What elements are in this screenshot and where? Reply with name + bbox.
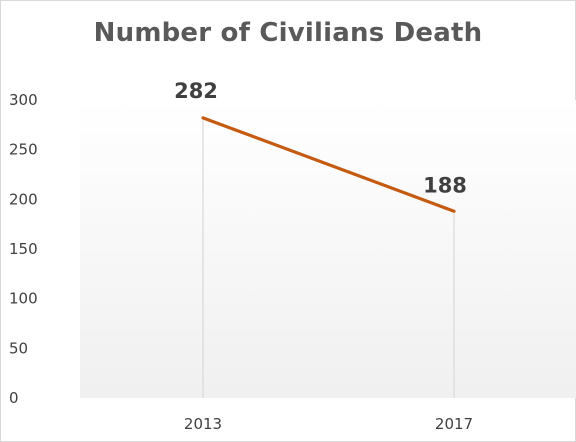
data-label: 188 [423, 173, 467, 197]
y-tick-label: 100 [9, 290, 38, 308]
drop-lines [202, 117, 455, 398]
plot-area [80, 100, 576, 398]
x-tick-label: 2017 [435, 415, 473, 433]
y-tick-label: 250 [9, 141, 38, 159]
series-lines [201, 116, 456, 213]
x-axis: 2013 2017 [184, 415, 473, 433]
y-tick-label: 200 [9, 190, 38, 208]
x-tick-label: 2013 [184, 415, 222, 433]
y-tick-label: 50 [9, 339, 28, 357]
y-tick-label: 0 [9, 389, 19, 407]
data-labels: 282 188 [174, 79, 467, 197]
y-tick-label: 150 [9, 240, 38, 258]
chart-title: Number of Civilians Death [93, 18, 483, 48]
data-label: 282 [174, 79, 218, 103]
y-axis: 0 50 100 150 200 250 300 [9, 91, 38, 407]
series-line [201, 116, 456, 213]
y-tick-label: 300 [9, 91, 38, 109]
